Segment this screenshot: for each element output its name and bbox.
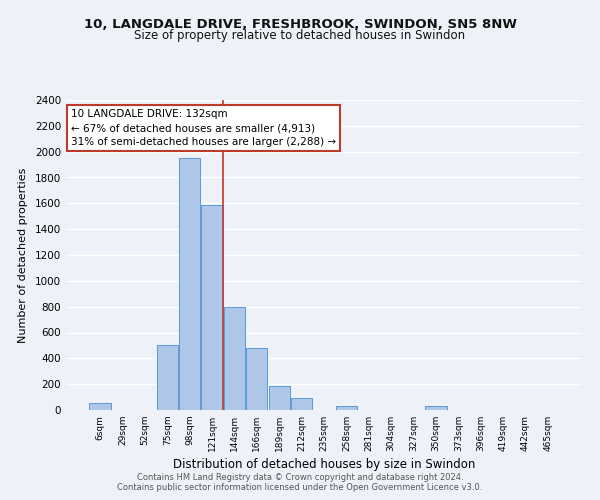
Bar — [179, 158, 200, 410]
X-axis label: Distribution of detached houses by size in Swindon: Distribution of detached houses by size … — [173, 458, 475, 471]
Bar — [336, 406, 357, 410]
Bar — [89, 403, 111, 410]
Text: Size of property relative to detached houses in Swindon: Size of property relative to detached ho… — [134, 29, 466, 42]
Bar — [157, 346, 178, 410]
Text: Contains HM Land Registry data © Crown copyright and database right 2024.: Contains HM Land Registry data © Crown c… — [137, 472, 463, 482]
Bar — [202, 204, 223, 410]
Bar — [425, 406, 446, 410]
Bar — [224, 306, 245, 410]
Y-axis label: Number of detached properties: Number of detached properties — [18, 168, 28, 342]
Text: 10, LANGDALE DRIVE, FRESHBROOK, SWINDON, SN5 8NW: 10, LANGDALE DRIVE, FRESHBROOK, SWINDON,… — [83, 18, 517, 30]
Bar — [291, 398, 312, 410]
Bar — [246, 348, 268, 410]
Bar — [269, 386, 290, 410]
Text: 10 LANGDALE DRIVE: 132sqm
← 67% of detached houses are smaller (4,913)
31% of se: 10 LANGDALE DRIVE: 132sqm ← 67% of detac… — [71, 110, 336, 148]
Text: Contains public sector information licensed under the Open Government Licence v3: Contains public sector information licen… — [118, 484, 482, 492]
